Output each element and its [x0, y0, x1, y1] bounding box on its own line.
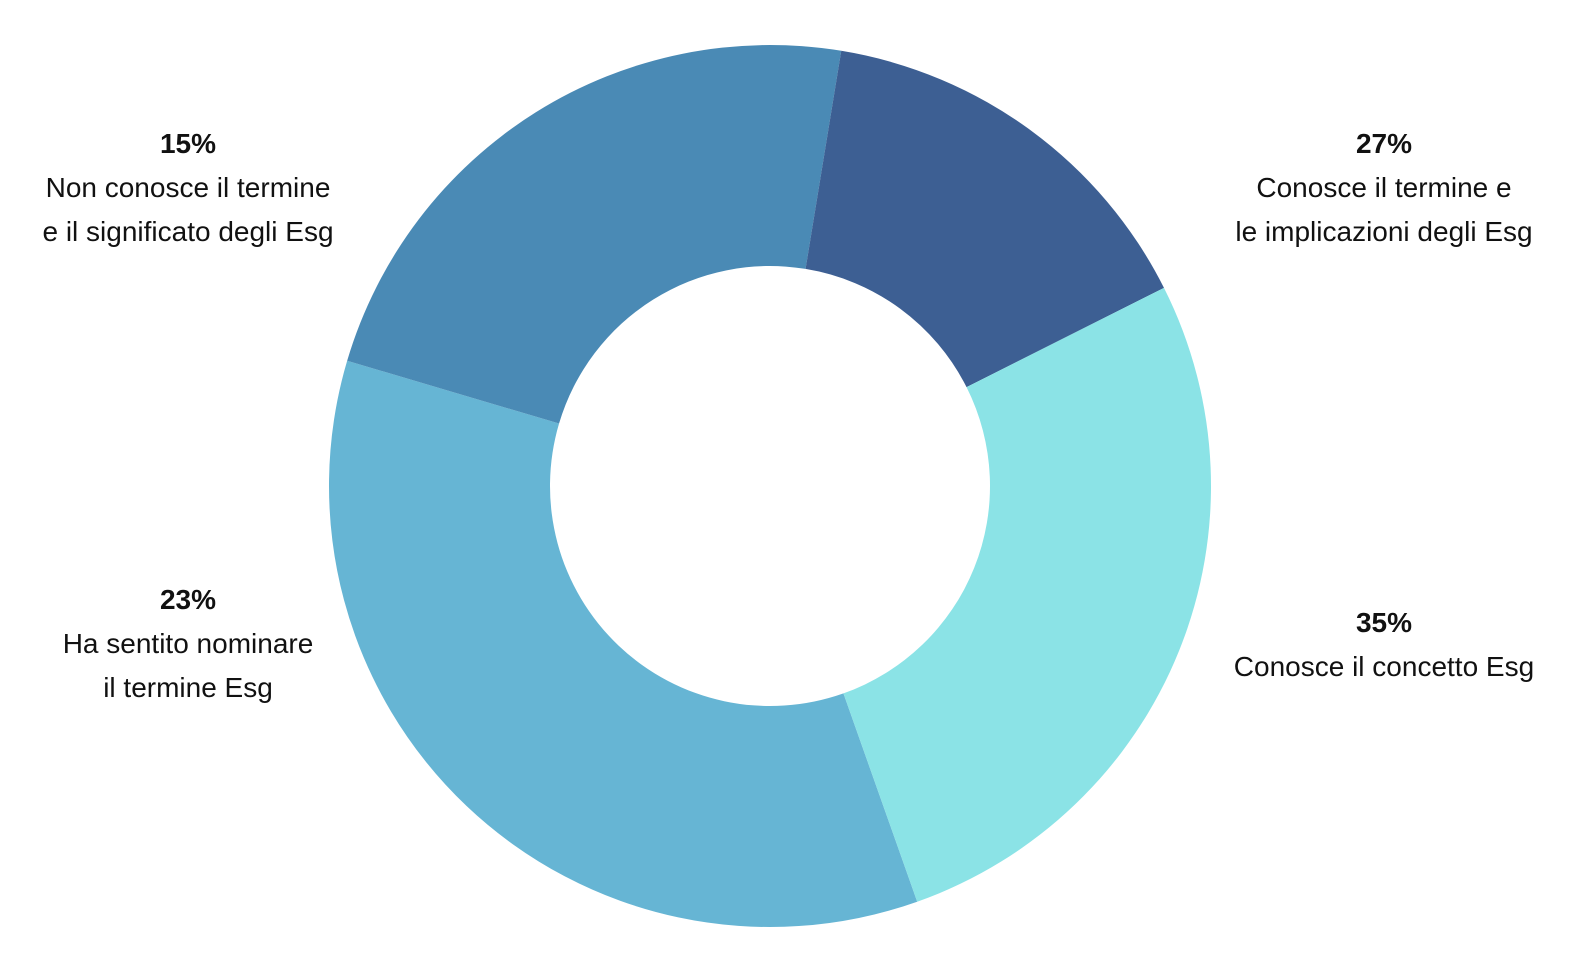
label-text-line: le implicazioni degli Esg — [1235, 216, 1533, 247]
label-text-line: e il significato degli Esg — [42, 216, 334, 247]
donut-slice-conosce-il-termine-e — [843, 287, 1212, 902]
label-ha-sentito: 23% Ha sentito nominare il termine Esg — [0, 578, 378, 710]
label-text-line: Conosce il termine e — [1256, 172, 1512, 203]
label-text-line: il termine Esg — [103, 672, 273, 703]
donut-slices — [329, 45, 1212, 927]
label-percentage: 27% — [1355, 128, 1413, 159]
label-text-line: Conosce il concetto Esg — [1233, 651, 1535, 682]
label-conosce-implicazioni: 27% Conosce il termine e le implicazioni… — [1194, 122, 1574, 254]
label-text-line: Ha sentito nominare — [62, 628, 314, 659]
label-text-line: Non conosce il termine — [45, 172, 331, 203]
label-percentage: 15% — [159, 128, 217, 159]
label-non-conosce: 15% Non conosce il termine e il signific… — [0, 122, 378, 254]
donut-slice-conosce-il-concetto-esg — [329, 360, 918, 927]
donut-slice-ha-sentito-nominare — [347, 45, 842, 424]
label-percentage: 23% — [159, 584, 217, 615]
donut-slice-non-conosce-il-termine — [805, 50, 1164, 388]
label-conosce-concetto: 35% Conosce il concetto Esg — [1194, 601, 1574, 689]
label-percentage: 35% — [1355, 607, 1413, 638]
